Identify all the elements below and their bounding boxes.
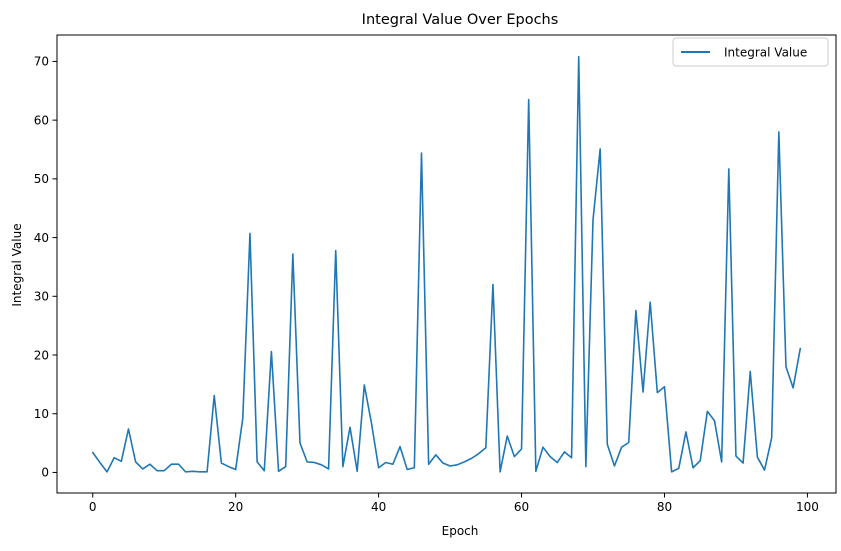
- plot-area: [56, 34, 837, 494]
- legend-box: [672, 37, 829, 67]
- x-tick-label: 60: [514, 500, 529, 514]
- x-tick-label: 100: [796, 500, 819, 514]
- y-tick-label: 10: [34, 407, 49, 421]
- x-tick-label: 40: [371, 500, 386, 514]
- y-axis-label: Integral Value: [10, 223, 24, 306]
- series-layer: [91, 55, 802, 473]
- y-tick-label: 40: [34, 231, 49, 245]
- series-line-integral-value: [91, 55, 802, 473]
- y-tick-label: 30: [34, 290, 49, 304]
- y-tick-label: 20: [34, 348, 49, 362]
- x-axis: 0 20 40 60 80 100: [89, 493, 819, 514]
- x-tick-label: 0: [89, 500, 97, 514]
- y-axis: 0 10 20 30 40 50 60 70: [34, 55, 57, 480]
- y-tick-label: 60: [34, 113, 49, 127]
- plot-frame: [56, 34, 837, 494]
- x-axis-label: Epoch: [442, 524, 479, 538]
- y-tick-label: 50: [34, 172, 49, 186]
- legend-entry-label: Integral Value: [724, 46, 807, 60]
- chart-title: Integral Value Over Epochs: [362, 12, 559, 28]
- y-tick-label: 0: [41, 466, 49, 480]
- y-tick-label: 70: [34, 55, 49, 69]
- legend: Integral Value: [672, 37, 829, 67]
- x-tick-label: 80: [657, 500, 672, 514]
- x-tick-label: 20: [228, 500, 243, 514]
